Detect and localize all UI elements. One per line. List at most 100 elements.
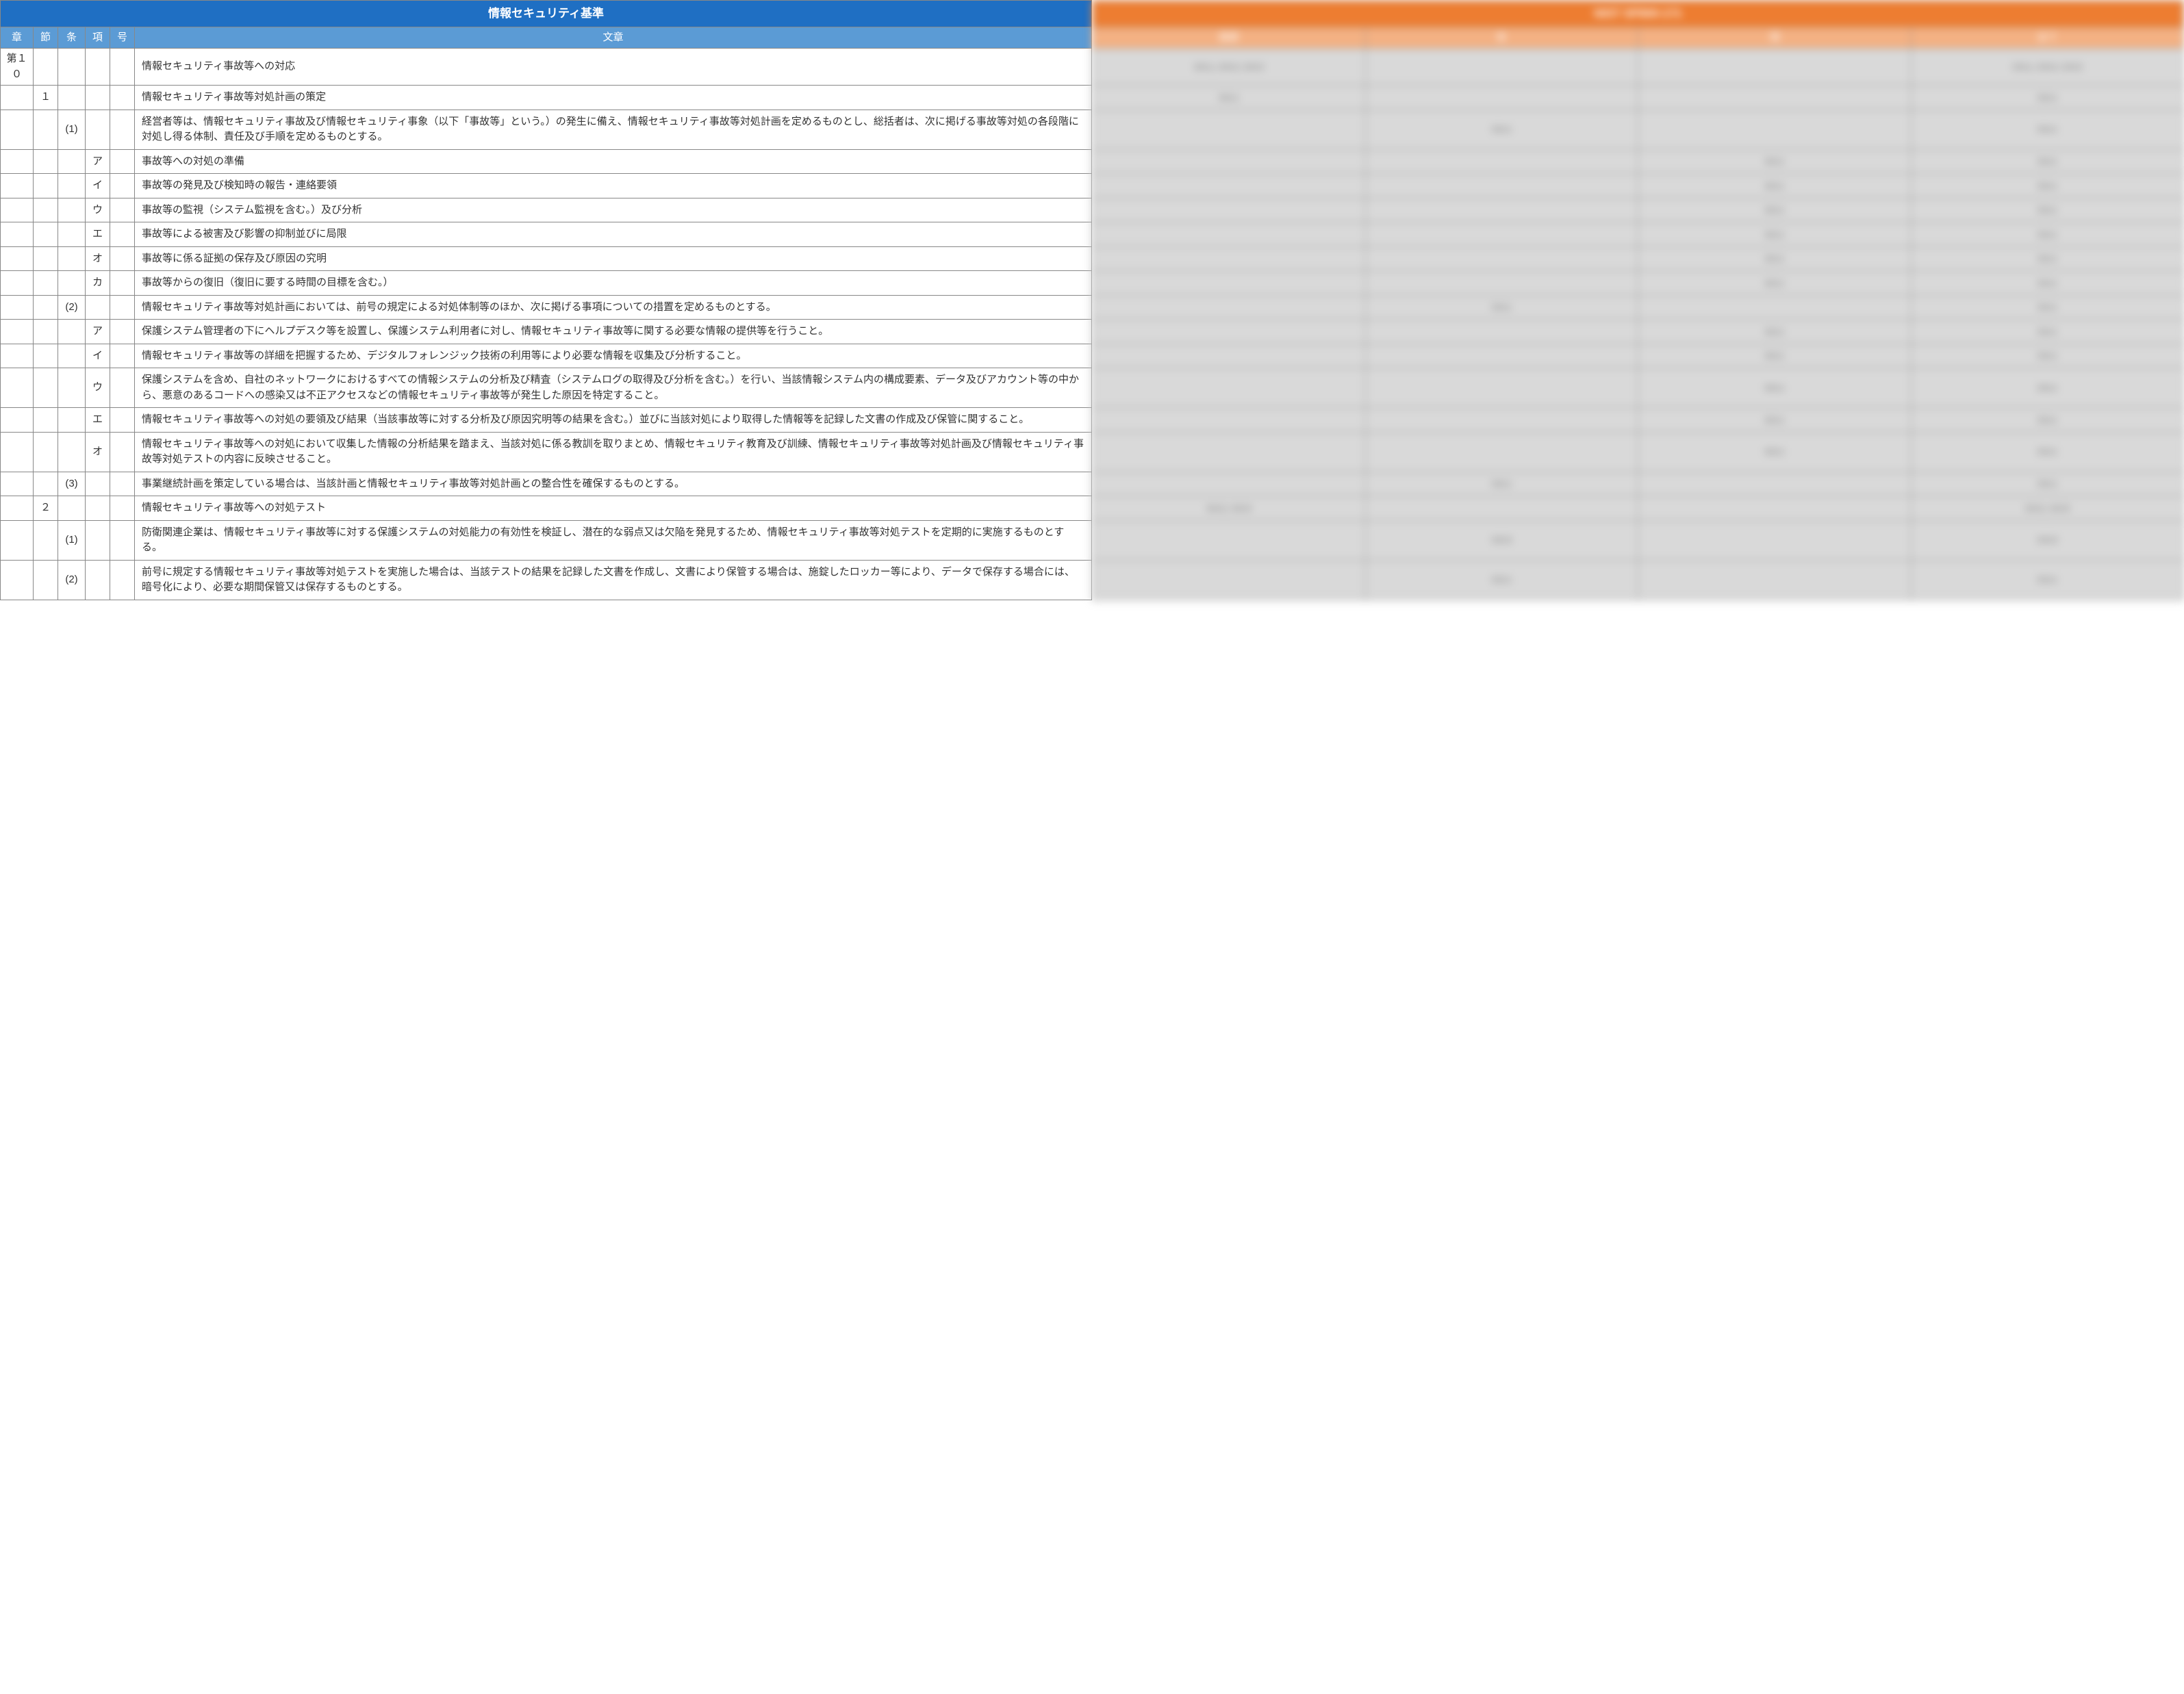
cell-setsu (34, 520, 58, 560)
table-row: 3.6.13.6.1 (1093, 110, 2184, 149)
cell-jou (58, 198, 86, 222)
cell-c3 (1638, 110, 1912, 149)
cell-sho (1, 408, 34, 433)
cell-kou (86, 560, 110, 600)
cell-sho (1, 472, 34, 496)
cell-c2: 3.6.1 (1365, 110, 1638, 149)
cell-c2 (1365, 149, 1638, 174)
cell-jou (58, 149, 86, 174)
cell-c4: 3.6.1 (1911, 222, 2184, 247)
table-row: 3.6.13.6.1 (1093, 222, 2184, 247)
table-row: ア事故等への対処の準備 (1, 149, 1092, 174)
cell-c3 (1638, 560, 1912, 600)
cell-jou (58, 368, 86, 408)
left-panel: 情報セキュリティ基準 章 節 条 項 号 文章 第１０情報セキュリティ事故等への… (0, 0, 1092, 600)
cell-c1 (1093, 246, 1366, 271)
cell-c3: 3.6.1 (1638, 432, 1912, 472)
cell-c1 (1093, 198, 1366, 222)
cell-setsu (34, 222, 58, 247)
cell-c1 (1093, 222, 1366, 247)
cell-sho (1, 246, 34, 271)
cell-c4: 3.6.1 (1911, 295, 2184, 320)
hdr-kou: 項 (86, 27, 110, 49)
cell-jou (58, 222, 86, 247)
cell-c3: 3.6.1 (1638, 344, 1912, 368)
cell-kou (86, 295, 110, 320)
cell-jou: (1) (58, 520, 86, 560)
cell-c3 (1638, 472, 1912, 496)
cell-c1: 3.6.2, 3.6.3 (1093, 496, 1366, 521)
cell-kou: オ (86, 432, 110, 472)
cell-c4: 3.6.1 (1911, 149, 2184, 174)
cell-gou (110, 174, 135, 198)
table-row: 3.6.13.6.1 (1093, 271, 2184, 296)
cell-kou (86, 86, 110, 110)
cell-c2: 3.6.1 (1365, 295, 1638, 320)
cell-jou (58, 49, 86, 86)
table-row: ウ保護システムを含め、自社のネットワークにおけるすべての情報システムの分析及び精… (1, 368, 1092, 408)
cell-setsu (34, 368, 58, 408)
table-row: (1)防衛関連企業は、情報セキュリティ事故等に対する保護システムの対処能力の有効… (1, 520, 1092, 560)
cell-setsu (34, 560, 58, 600)
cell-text: 保護システム管理者の下にヘルプデスク等を設置し、保護システム利用者に対し、情報セ… (135, 320, 1092, 344)
cell-setsu (34, 110, 58, 149)
table-row: 3.6.1, 3.6.2, 3.6.3 3.6.1, 3.6.2, 3.6.3 (1093, 49, 2184, 86)
hdr-jou: 条 (58, 27, 86, 49)
cell-c2 (1365, 49, 1638, 86)
cell-setsu (34, 174, 58, 198)
cell-sho (1, 320, 34, 344)
table-row: 3.6.2, 3.6.3 3.6.2, 3.6.3 (1093, 496, 2184, 521)
main-container: 情報セキュリティ基準 章 節 条 項 号 文章 第１０情報セキュリティ事故等への… (0, 0, 2184, 600)
cell-setsu (34, 198, 58, 222)
cell-c1 (1093, 408, 1366, 433)
cell-setsu (34, 344, 58, 368)
table-row: 3.6.13.6.1 (1093, 198, 2184, 222)
cell-text: 事故等に係る証拠の保存及び原因の究明 (135, 246, 1092, 271)
cell-sho (1, 271, 34, 296)
cell-c4: 3.6.1 (1911, 432, 2184, 472)
table-row: カ事故等からの復旧（復旧に要する時間の目標を含む。） (1, 271, 1092, 296)
cell-sho (1, 149, 34, 174)
cell-text: 前号に規定する情報セキュリティ事故等対処テストを実施した場合は、当該テストの結果… (135, 560, 1092, 600)
cell-gou (110, 408, 135, 433)
cell-c2 (1365, 368, 1638, 408)
cell-gou (110, 520, 135, 560)
table-row: 3.6.13.6.1 (1093, 174, 2184, 198)
cell-text: 情報セキュリティ事故等への対処において収集した情報の分析結果を踏まえ、当該対処に… (135, 432, 1092, 472)
cell-c4: 3.6.2, 3.6.3 (1911, 496, 2184, 521)
cell-text: 事故等からの復旧（復旧に要する時間の目標を含む。） (135, 271, 1092, 296)
cell-c3: 3.6.1 (1638, 271, 1912, 296)
cell-kou: ウ (86, 198, 110, 222)
cell-c1 (1093, 368, 1366, 408)
cell-jou (58, 344, 86, 368)
hdr-sho: 章 (1, 27, 34, 49)
cell-setsu (34, 295, 58, 320)
table-row: ア保護システム管理者の下にヘルプデスク等を設置し、保護システム利用者に対し、情報… (1, 320, 1092, 344)
cell-c2: 3.6.1 (1365, 560, 1638, 600)
cell-kou: ウ (86, 368, 110, 408)
cell-sho (1, 560, 34, 600)
cell-gou (110, 110, 135, 149)
cell-c3: 3.6.1 (1638, 149, 1912, 174)
cell-jou (58, 496, 86, 521)
cell-gou (110, 295, 135, 320)
cell-jou (58, 432, 86, 472)
cell-c3: 3.6.1 (1638, 174, 1912, 198)
cell-c2 (1365, 174, 1638, 198)
cell-c2 (1365, 320, 1638, 344)
cell-sho (1, 198, 34, 222)
table-row: 3.6.1 3.6.1 (1093, 295, 2184, 320)
cell-c1: 3.6.1 (1093, 86, 1366, 110)
cell-c1: 3.6.1, 3.6.2, 3.6.3 (1093, 49, 1366, 86)
cell-c3: 3.6.1 (1638, 408, 1912, 433)
cell-sho (1, 344, 34, 368)
cell-kou: イ (86, 174, 110, 198)
cell-gou (110, 149, 135, 174)
cell-c2 (1365, 222, 1638, 247)
cell-sho (1, 368, 34, 408)
cell-c4: 3.6.1 (1911, 320, 2184, 344)
cell-c4: 3.6.1, 3.6.2, 3.6.3 (1911, 49, 2184, 86)
cell-gou (110, 560, 135, 600)
cell-gou (110, 86, 135, 110)
cell-text: 保護システムを含め、自社のネットワークにおけるすべての情報システムの分析及び精査… (135, 368, 1092, 408)
